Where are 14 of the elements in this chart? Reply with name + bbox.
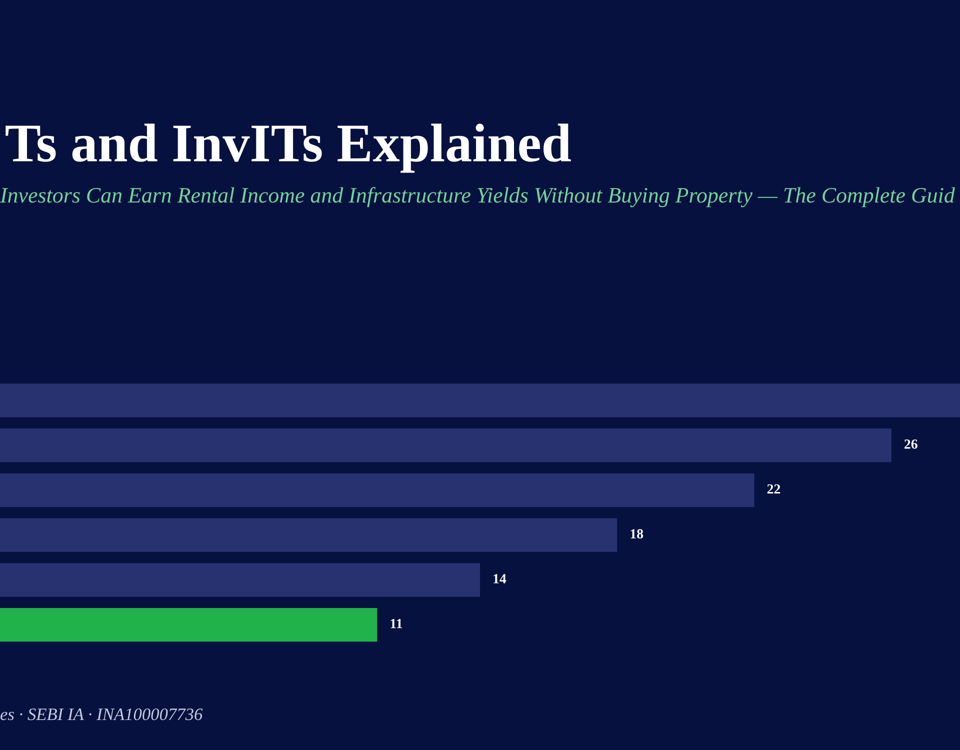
bar	[0, 384, 960, 418]
data-label: 18	[630, 529, 644, 539]
text: es · SEBI IA · INA100007736	[0, 708, 203, 720]
bar	[0, 608, 378, 642]
data-label: 11	[390, 618, 402, 628]
bar	[0, 473, 754, 508]
data-label: 22	[767, 484, 780, 494]
chart-title: Ts and InvITs Explained	[6, 124, 571, 173]
bar	[0, 563, 480, 597]
bar	[0, 428, 892, 462]
data-label: 14	[494, 574, 506, 584]
chart-subtitle: Investors Can Earn Rental Income and Infrastructure Yields Without Buying Property — The Complete Guid	[0, 187, 955, 208]
bar	[0, 518, 618, 552]
data-label: 26	[904, 439, 918, 449]
